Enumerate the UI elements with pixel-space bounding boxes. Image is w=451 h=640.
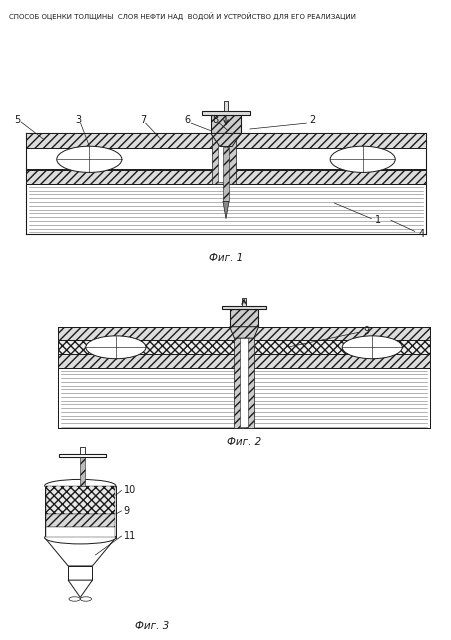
Ellipse shape	[86, 336, 146, 358]
Bar	[239, 329, 248, 427]
Ellipse shape	[69, 596, 80, 601]
Bar	[223, 101, 228, 111]
Text: Фиг. 3: Фиг. 3	[134, 621, 169, 631]
Bar	[229, 308, 258, 327]
Bar	[45, 486, 115, 538]
Polygon shape	[222, 202, 229, 219]
Text: СПОСОБ ОЦЕНКИ ТОЛЩИНЫ  СЛОЯ НЕФТИ НАД  ВОДОЙ И УСТРОЙСТВО ДЛЯ ЕГО РЕАЛИЗАЦИИ: СПОСОБ ОЦЕНКИ ТОЛЩИНЫ СЛОЯ НЕФТИ НАД ВОД…	[9, 12, 355, 20]
Bar	[221, 306, 266, 308]
Polygon shape	[229, 327, 258, 338]
Bar	[234, 326, 253, 429]
Text: 7: 7	[140, 115, 147, 125]
Bar	[68, 566, 92, 580]
Bar	[46, 515, 115, 527]
Text: 11: 11	[124, 531, 136, 541]
Polygon shape	[68, 580, 92, 597]
Text: Фиг. 2: Фиг. 2	[226, 436, 261, 447]
Bar	[58, 355, 429, 368]
Text: 1: 1	[374, 215, 380, 225]
Ellipse shape	[329, 146, 394, 172]
Text: 8: 8	[212, 115, 218, 125]
Polygon shape	[45, 538, 115, 566]
Text: 9: 9	[363, 326, 369, 335]
Bar	[26, 148, 425, 168]
Text: 6: 6	[184, 115, 189, 125]
Bar	[59, 454, 106, 458]
Ellipse shape	[80, 596, 92, 601]
Bar	[26, 170, 425, 184]
Text: Фиг. 1: Фиг. 1	[208, 253, 243, 263]
Text: 2: 2	[309, 115, 315, 125]
Bar	[223, 147, 228, 202]
Bar	[58, 368, 429, 429]
Bar	[26, 184, 425, 234]
Bar	[58, 340, 429, 355]
Text: 9: 9	[124, 506, 129, 516]
Ellipse shape	[341, 336, 401, 358]
Bar	[46, 527, 115, 537]
Ellipse shape	[45, 531, 115, 544]
Bar	[212, 134, 236, 184]
Ellipse shape	[57, 146, 122, 172]
Text: 4: 4	[417, 229, 423, 239]
Text: 10: 10	[124, 485, 136, 495]
Bar	[26, 134, 425, 148]
Bar	[80, 447, 84, 454]
Polygon shape	[210, 134, 241, 147]
Text: 3: 3	[75, 115, 81, 125]
Bar	[58, 327, 429, 340]
Ellipse shape	[45, 479, 115, 492]
Bar	[210, 115, 241, 134]
Text: 5: 5	[14, 115, 20, 125]
Bar	[80, 458, 84, 486]
Bar	[202, 111, 249, 115]
Bar	[242, 298, 245, 306]
Bar	[46, 486, 115, 515]
Bar	[217, 138, 227, 182]
